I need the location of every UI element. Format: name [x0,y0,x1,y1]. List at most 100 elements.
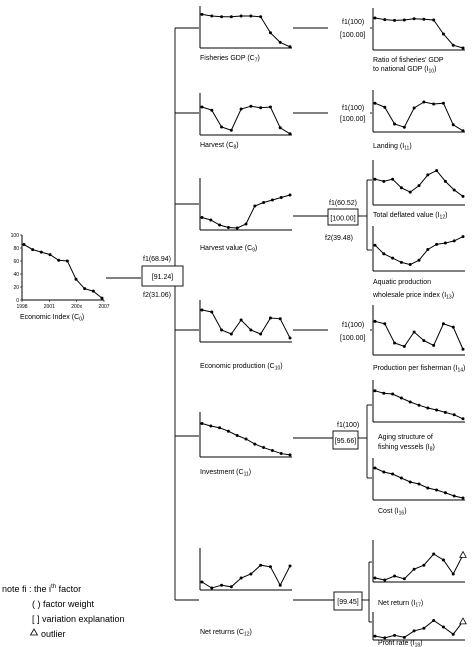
data-point [373,634,377,638]
data-point [422,100,426,104]
y-tick-label: 0 [16,298,19,304]
c11-f1-weight: f1(100) [337,422,359,429]
data-point [210,586,214,590]
data-point [382,470,386,474]
data-point [268,105,272,109]
data-point [279,196,283,199]
data-point [373,576,377,580]
data-point [441,322,445,326]
panel-i16: Cost (I16) [372,458,465,517]
data-point [210,14,214,18]
c9-f1-weight: f1(60.52) [329,200,357,207]
data-point [279,452,283,456]
outlier-triangle-icon [29,628,39,636]
data-point [31,248,35,252]
chart-caption-line2: wholesale price index (I13) [372,292,454,301]
y-tick-label: 60 [13,259,19,265]
data-point [259,106,263,110]
data-point [441,32,445,36]
data-point [412,629,416,633]
data-point [408,480,412,484]
legend: note fi : the ith factor ( ) factor weigh… [2,584,125,639]
data-point [422,17,426,21]
data-point [278,317,282,321]
root-f2-weight: f2(31.06) [143,292,171,299]
data-point [244,437,248,441]
data-point [391,256,395,260]
chart-caption: Cost (I16) [378,508,407,517]
data-point [278,583,282,587]
data-point [249,14,253,18]
chart-caption: Fisheries GDP (C7) [200,55,260,64]
data-point [259,563,263,567]
legend-variation: [ ] variation explanation [32,614,125,624]
data-point [65,259,69,263]
data-point [373,389,377,393]
x-tick-label: 2007 [98,304,109,310]
c9-variation-box [327,208,359,226]
c10-f1-weight: f1(100) [342,322,364,329]
data-point [220,328,224,332]
data-point [426,486,430,490]
data-point [239,318,243,322]
series-line [201,564,291,589]
c8-f1-weight: f1(100) [342,105,364,112]
data-point [383,636,387,640]
data-point [451,325,455,329]
data-point [226,226,230,229]
c11-variation-box [332,430,359,450]
data-point [451,572,455,576]
data-point [461,417,465,421]
data-point [229,585,233,589]
series-line [201,13,291,48]
data-point [408,263,412,267]
chart-caption: Harvest (C8) [200,142,239,151]
data-point [391,472,395,476]
data-point [402,125,406,129]
data-point [461,194,465,198]
data-point [278,40,282,44]
data-point [226,429,230,433]
data-point [278,126,282,130]
panel-c11: Investment (C11) [199,412,292,478]
data-point [461,129,465,133]
data-point [270,198,274,202]
outlier-point [459,617,467,625]
series-line [374,553,464,581]
data-point [432,343,436,347]
data-point [200,216,204,219]
data-point [383,18,387,22]
x-tick-label: 200x [71,304,82,310]
data-point [200,308,204,312]
chart-caption: Net return (I17) [378,600,423,609]
data-point [48,253,52,257]
data-point [210,310,214,314]
chart-caption: Net returns (C12) [200,629,252,638]
root-variation-box [141,265,184,287]
data-point [432,552,436,556]
chart-caption: Landing (I11) [373,143,412,152]
series-line [374,619,464,639]
data-point [417,403,421,407]
legend-weight: ( ) factor weight [32,599,95,609]
data-point [402,635,406,639]
data-point [244,222,248,226]
data-point [200,580,204,584]
data-point [209,424,213,428]
data-point [402,344,406,348]
data-point [441,558,445,562]
data-point [443,241,447,245]
data-point [393,574,397,578]
data-point [268,31,272,35]
data-point [249,572,253,576]
data-point [39,250,43,254]
data-point [288,132,292,136]
data-point [220,125,224,129]
chart-caption: Total deflated value (I12) [373,212,447,221]
data-point [399,476,403,480]
legend-note: note fi : the ith factor [2,584,81,594]
data-point [268,316,272,320]
c7-variation: [100.00] [340,32,365,39]
c10-variation: [100.00] [340,335,365,342]
